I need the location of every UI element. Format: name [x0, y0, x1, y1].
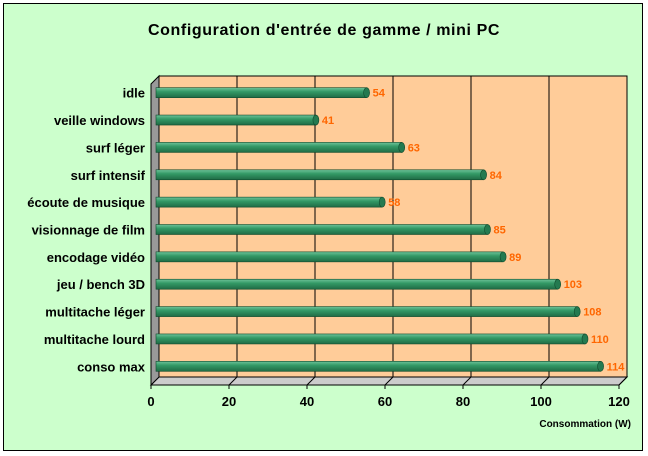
bar-end-cap — [484, 224, 491, 235]
gridline-floor — [228, 376, 238, 386]
data-label: 41 — [322, 115, 334, 127]
bar-5 — [155, 224, 488, 235]
category-label: encodage vidéo — [47, 250, 145, 265]
x-tick-label: 100 — [530, 394, 552, 409]
category-label: idle — [123, 86, 145, 101]
category-label: surf intensif — [71, 168, 146, 183]
chart-svg: 0 20 40 60 80 100 120 54 idle 41 veille windows 63 s… — [27, 74, 631, 430]
gridline-floor — [462, 376, 472, 386]
data-label: 58 — [388, 197, 400, 209]
bar-10 — [155, 361, 601, 372]
data-label: 108 — [583, 307, 601, 319]
data-label: 110 — [591, 334, 609, 346]
bar-0 — [155, 87, 367, 98]
data-label: 54 — [373, 88, 386, 100]
bar-end-cap — [480, 169, 487, 181]
x-tick-label: 20 — [222, 394, 236, 409]
x-tick-label: 80 — [456, 394, 470, 409]
category-label: multitache lourd — [44, 332, 145, 347]
category-label: conso max — [77, 359, 146, 374]
data-label: 114 — [607, 361, 626, 373]
x-tick-label: 0 — [147, 394, 154, 409]
bar-end-cap — [581, 333, 589, 345]
bar-4 — [155, 196, 383, 208]
bar-end-cap — [312, 114, 320, 126]
gridline-floor — [306, 376, 316, 386]
data-label: 63 — [408, 142, 420, 154]
category-label: jeu / bench 3D — [56, 277, 145, 292]
chart-frame: Configuration d'entrée de gamme / mini P… — [3, 3, 643, 451]
category-label: veille windows — [54, 113, 145, 128]
bar-8 — [155, 306, 578, 317]
bar-9 — [155, 333, 586, 345]
category-label: visionnage de film — [32, 223, 145, 238]
x-tick-label: 60 — [378, 394, 392, 409]
bar-1 — [155, 114, 317, 126]
bar-end-cap — [554, 278, 562, 290]
data-label: 85 — [494, 225, 506, 237]
category-label: multitache léger — [45, 305, 145, 320]
category-label: surf léger — [86, 140, 145, 155]
data-label: 103 — [564, 279, 582, 291]
gridline-floor — [540, 376, 550, 386]
bar-end-cap — [378, 196, 386, 208]
x-tick-label: 120 — [608, 394, 630, 409]
bar-3 — [155, 169, 484, 181]
chart-title: Configuration d'entrée de gamme / mini P… — [148, 22, 500, 39]
bar-6 — [155, 251, 504, 263]
bar-end-cap — [363, 87, 370, 98]
x-tick-label: 40 — [300, 394, 314, 409]
bar-2 — [155, 142, 402, 153]
bar-7 — [155, 278, 559, 290]
category-label: écoute de musique — [27, 195, 145, 210]
gridline-floor — [384, 376, 394, 386]
bar-end-cap — [398, 142, 406, 153]
gridline-floor — [618, 376, 628, 386]
data-label: 89 — [509, 252, 521, 264]
x-axis-title: Consommation (W) — [539, 419, 631, 430]
bar-end-cap — [597, 361, 604, 372]
bar-end-cap — [499, 251, 507, 263]
data-label: 84 — [490, 170, 503, 182]
bar-end-cap — [573, 306, 581, 317]
